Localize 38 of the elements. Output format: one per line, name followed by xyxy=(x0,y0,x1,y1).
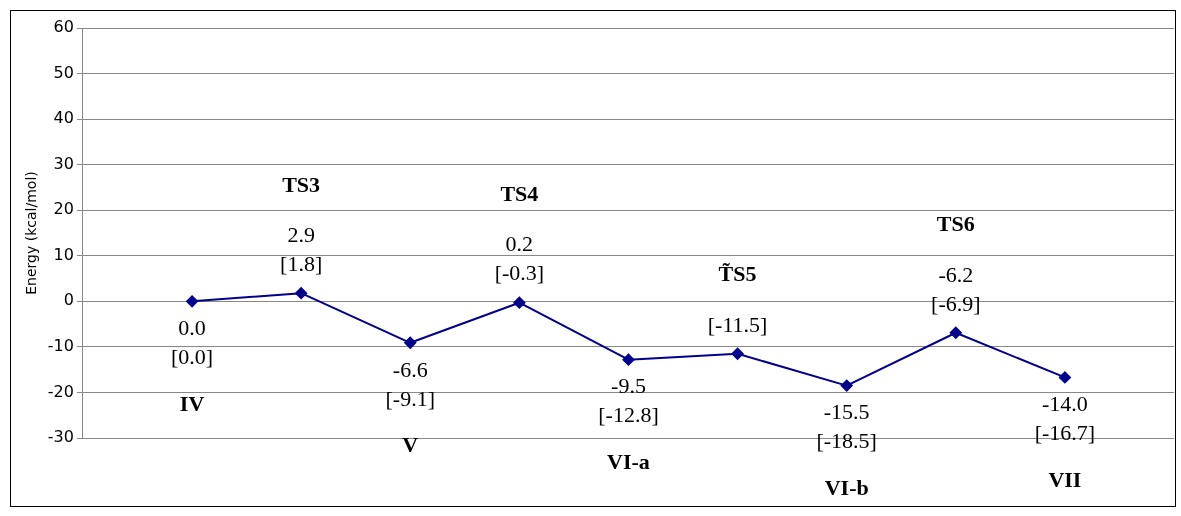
x-tick-label: VI-b xyxy=(824,475,869,501)
y-tick-label: -10 xyxy=(47,336,74,356)
point xyxy=(622,353,635,366)
data-label: [-11.5] xyxy=(707,311,768,337)
x-tick-label: VI-a xyxy=(607,449,650,475)
data-label: -15.5 [-18.5] xyxy=(816,399,877,454)
point xyxy=(840,379,853,392)
x-tick-label: V xyxy=(402,432,419,458)
data-label: 0.2 [-0.3] xyxy=(494,231,545,286)
x-tick-label: TS6 xyxy=(936,211,975,237)
y-tick-label: 60 xyxy=(53,17,74,37)
point xyxy=(513,296,526,309)
x-tick-label: VII xyxy=(1048,467,1082,493)
y-tick-label: 20 xyxy=(53,199,74,219)
y-tick-label: 0 xyxy=(63,290,74,310)
point xyxy=(1058,371,1071,384)
x-tick-label: TS4 xyxy=(500,181,539,207)
data-label: -6.6 [-9.1] xyxy=(385,356,435,411)
point xyxy=(404,336,417,349)
y-tick-label: 10 xyxy=(53,244,74,264)
point xyxy=(949,326,962,339)
point xyxy=(731,347,744,360)
x-tick-label: TS3 xyxy=(282,171,321,197)
x-tick-label: IV xyxy=(179,391,205,417)
y-tick-label: -30 xyxy=(47,427,74,447)
data-label: 2.9 [1.8] xyxy=(280,221,323,276)
y-tick-label: 50 xyxy=(53,62,74,82)
y-tick-label: -20 xyxy=(47,381,74,401)
data-label: -6.2 [-6.9] xyxy=(931,261,981,316)
data-label: -14.0 [-16.7] xyxy=(1034,391,1096,446)
y-tick-label: 40 xyxy=(53,108,74,128)
y-tick-label: 30 xyxy=(53,153,74,173)
point xyxy=(295,287,308,300)
data-label: 0.0 [0.0] xyxy=(170,315,214,370)
y-axis-title: Energy (kcal/mol) xyxy=(23,171,40,295)
x-tick-label: T̃S5 xyxy=(718,261,757,287)
point xyxy=(186,295,199,308)
data-label: -9.5 [-12.8] xyxy=(598,373,659,428)
